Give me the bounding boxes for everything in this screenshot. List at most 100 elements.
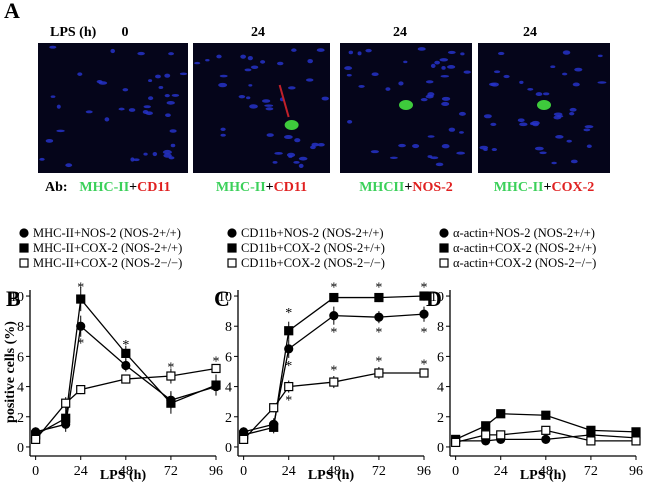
nucleus xyxy=(143,152,148,156)
nucleus xyxy=(205,58,210,62)
nucleus xyxy=(155,74,161,79)
nucleus xyxy=(162,149,172,155)
legend-label: α-actin+NOS-2 (NOS-2+/+) xyxy=(453,226,595,240)
marker xyxy=(481,430,491,440)
legend-label: CD11b+NOS-2 (NOS-2+/+) xyxy=(241,226,384,240)
nucleus xyxy=(164,93,170,98)
nucleus xyxy=(493,70,501,74)
x-tick-label: 48 xyxy=(327,464,341,479)
nucleus xyxy=(459,131,464,134)
nucleus xyxy=(570,159,578,164)
marker xyxy=(166,398,176,408)
y-tick-label: 4 xyxy=(437,381,444,396)
marker xyxy=(496,430,506,440)
panel-label: C xyxy=(214,286,230,311)
nucleus xyxy=(104,117,110,122)
x-tick-label: 24 xyxy=(494,464,508,479)
nucleus xyxy=(305,78,314,82)
y-tick-label: 6 xyxy=(225,350,232,365)
nucleus xyxy=(430,156,439,160)
nucleus xyxy=(110,48,116,54)
nucleus xyxy=(597,54,603,58)
marker xyxy=(211,380,221,390)
nucleus xyxy=(274,152,283,155)
stain-green xyxy=(399,100,413,110)
nucleus xyxy=(412,143,420,149)
nucleus xyxy=(439,58,449,62)
nucleus xyxy=(45,138,54,143)
nucleus xyxy=(164,73,171,78)
y-tick-label: 0 xyxy=(17,441,24,456)
y-tick-label: 6 xyxy=(437,350,444,365)
x-tick-label: 24 xyxy=(74,464,88,479)
stain-part: MHC-II xyxy=(79,180,129,195)
series-line xyxy=(35,297,217,436)
nucleus xyxy=(250,65,259,69)
nucleus xyxy=(137,51,145,56)
nucleus xyxy=(566,139,572,143)
nucleus xyxy=(65,163,73,168)
stain-part: NOS-2 xyxy=(412,180,452,195)
stain-part: CD11 xyxy=(274,180,307,195)
nucleus xyxy=(448,127,456,132)
nucleus xyxy=(276,61,284,66)
x-tick-label: 0 xyxy=(240,464,247,479)
marker xyxy=(31,434,41,444)
legend-marker xyxy=(19,228,29,238)
legend-marker xyxy=(227,243,237,253)
marker xyxy=(419,309,429,319)
nucleus xyxy=(569,111,575,116)
x-tick-label: 96 xyxy=(629,464,643,479)
nucleus xyxy=(240,54,247,59)
significance: * xyxy=(375,354,382,369)
marker xyxy=(121,348,131,358)
y-tick-label: 4 xyxy=(225,381,232,396)
time-label: 0 xyxy=(122,25,129,40)
panel-label: B xyxy=(6,286,21,311)
y-tick-label: 2 xyxy=(225,411,232,426)
marker xyxy=(329,377,339,387)
marker xyxy=(586,436,596,446)
nucleus xyxy=(171,93,180,97)
nucleus xyxy=(265,107,274,111)
nucleus xyxy=(365,48,372,53)
nucleus xyxy=(517,118,525,123)
significance: * xyxy=(330,363,337,378)
nucleus xyxy=(272,161,278,164)
legend-marker xyxy=(439,243,449,253)
nucleus xyxy=(85,110,93,114)
legend-marker xyxy=(19,243,29,253)
nucleus xyxy=(539,151,547,155)
nucleus xyxy=(441,101,450,106)
nucleus xyxy=(249,104,258,109)
legend-marker xyxy=(19,258,29,268)
stain-part: MHC-II xyxy=(494,180,544,195)
y-tick-label: 10 xyxy=(430,290,444,305)
nucleus xyxy=(307,59,313,64)
marker xyxy=(284,381,294,392)
nucleus xyxy=(460,52,465,56)
nucleus xyxy=(168,52,174,56)
legend-marker xyxy=(227,258,237,268)
nucleus xyxy=(498,51,505,56)
nucleus xyxy=(441,96,451,101)
nucleus xyxy=(344,66,353,71)
nucleus xyxy=(561,72,568,76)
significance: * xyxy=(421,357,428,372)
time-label: 24 xyxy=(251,25,265,40)
nucleus xyxy=(261,99,271,103)
nucleus xyxy=(490,122,497,127)
x-axis-label: LPS (h) xyxy=(308,468,355,483)
significance: * xyxy=(285,359,292,374)
nucleus xyxy=(456,151,466,155)
y-tick-label: 8 xyxy=(437,320,444,335)
y-tick-label: 8 xyxy=(225,320,232,335)
marker xyxy=(61,413,71,423)
stain-label: MHCII+NOS-2 xyxy=(359,180,453,195)
marker xyxy=(76,294,86,304)
nucleus xyxy=(447,65,456,69)
nucleus xyxy=(371,72,379,77)
y-tick-label: 4 xyxy=(17,381,24,396)
series-line xyxy=(455,429,636,444)
nucleus xyxy=(143,105,151,109)
